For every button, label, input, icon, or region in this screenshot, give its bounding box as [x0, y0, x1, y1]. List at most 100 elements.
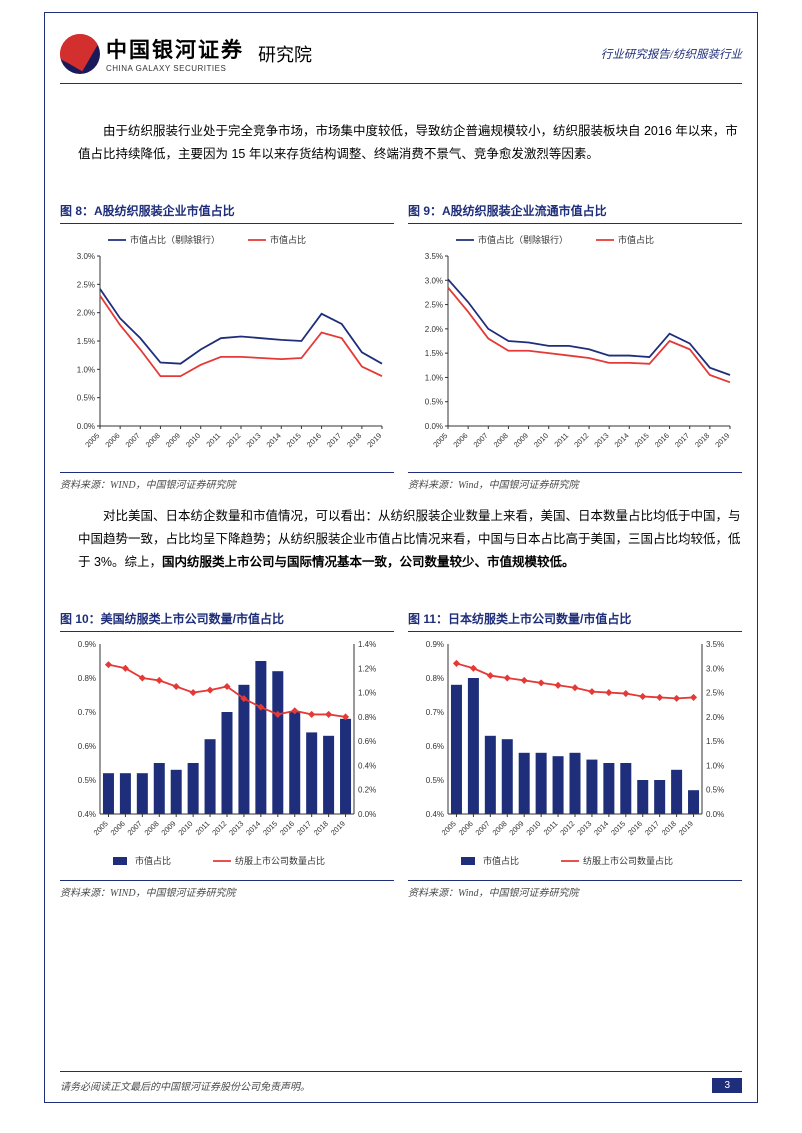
svg-text:1.0%: 1.0% — [77, 365, 95, 374]
svg-text:1.2%: 1.2% — [358, 664, 376, 673]
svg-text:0.5%: 0.5% — [706, 786, 724, 795]
svg-text:2016: 2016 — [278, 819, 296, 837]
svg-text:2.5%: 2.5% — [425, 301, 443, 310]
fig11-chart: 0.4%0.5%0.6%0.7%0.8%0.9%0.0%0.5%1.0%1.5%… — [408, 636, 742, 876]
fig10-source: 资料来源：WIND，中国银河证券研究院 — [60, 880, 394, 899]
fig9-title: 图 9：A股纺织服装企业流通市值占比 — [408, 202, 742, 224]
svg-text:2005: 2005 — [92, 819, 110, 837]
svg-text:2015: 2015 — [261, 819, 279, 837]
paragraph-2: 对比美国、日本纺企数量和市值情况，可以看出：从纺织服装企业数量上来看，美国、日本… — [78, 505, 742, 574]
svg-text:2011: 2011 — [552, 431, 570, 449]
svg-text:2.0%: 2.0% — [425, 325, 443, 334]
svg-text:0.7%: 0.7% — [78, 708, 96, 717]
svg-text:2007: 2007 — [124, 431, 142, 449]
svg-text:2019: 2019 — [677, 819, 695, 837]
svg-text:2013: 2013 — [575, 819, 593, 837]
svg-text:2014: 2014 — [244, 819, 262, 837]
svg-text:市值占比: 市值占比 — [618, 234, 654, 245]
svg-text:市值占比: 市值占比 — [135, 855, 171, 866]
svg-text:2015: 2015 — [609, 819, 627, 837]
svg-text:2.5%: 2.5% — [706, 689, 724, 698]
page-number: 3 — [712, 1078, 742, 1093]
svg-text:0.6%: 0.6% — [358, 737, 376, 746]
svg-text:市值占比（剔除银行）: 市值占比（剔除银行） — [130, 234, 220, 245]
logo-institute: 研究院 — [258, 41, 312, 67]
svg-text:1.0%: 1.0% — [706, 761, 724, 770]
svg-text:2009: 2009 — [512, 431, 530, 449]
svg-text:2007: 2007 — [126, 819, 144, 837]
svg-text:1.0%: 1.0% — [425, 373, 443, 382]
svg-text:0.6%: 0.6% — [426, 742, 444, 751]
paragraph-1: 由于纺织服装行业处于完全竞争市场，市场集中度较低，导致纺企普遍规模较小，纺织服装… — [78, 120, 742, 166]
svg-text:2006: 2006 — [109, 819, 127, 837]
svg-text:2.0%: 2.0% — [706, 713, 724, 722]
svg-text:0.8%: 0.8% — [426, 674, 444, 683]
fig8-source: 资料来源：WIND，中国银河证券研究院 — [60, 472, 394, 491]
svg-text:2012: 2012 — [224, 431, 242, 449]
svg-text:市值占比: 市值占比 — [483, 855, 519, 866]
svg-text:3.0%: 3.0% — [706, 664, 724, 673]
fig9-chart: 市值占比（剔除银行）市值占比0.0%0.5%1.0%1.5%2.0%2.5%3.… — [408, 228, 742, 468]
svg-text:2007: 2007 — [472, 431, 490, 449]
svg-text:2016: 2016 — [653, 431, 671, 449]
svg-text:2.5%: 2.5% — [77, 280, 95, 289]
svg-text:2009: 2009 — [159, 819, 177, 837]
breadcrumb: 行业研究报告/纺织服装行业 — [601, 46, 742, 62]
figure-11: 图 11：日本纺服类上市公司数量/市值占比 0.4%0.5%0.6%0.7%0.… — [408, 610, 742, 899]
svg-text:2009: 2009 — [164, 431, 182, 449]
svg-text:3.0%: 3.0% — [425, 276, 443, 285]
svg-text:2011: 2011 — [542, 819, 560, 837]
fig10-title: 图 10：美国纺服类上市公司数量/市值占比 — [60, 610, 394, 632]
svg-text:市值占比: 市值占比 — [270, 234, 306, 245]
svg-text:2005: 2005 — [440, 819, 458, 837]
footer-disclaimer: 请务必阅读正文最后的中国银河证券股份公司免责声明。 — [60, 1078, 310, 1093]
svg-text:2008: 2008 — [491, 819, 509, 837]
svg-text:2.0%: 2.0% — [77, 309, 95, 318]
svg-text:2015: 2015 — [633, 431, 651, 449]
svg-text:1.4%: 1.4% — [358, 640, 376, 649]
svg-text:3.5%: 3.5% — [706, 640, 724, 649]
company-logo: 中国银河证券 CHINA GALAXY SECURITIES 研究院 — [60, 34, 312, 74]
svg-text:2005: 2005 — [83, 431, 101, 449]
svg-text:2009: 2009 — [507, 819, 525, 837]
svg-text:3.0%: 3.0% — [77, 252, 95, 261]
svg-text:2019: 2019 — [365, 431, 383, 449]
svg-text:2010: 2010 — [184, 431, 202, 449]
svg-text:2014: 2014 — [592, 819, 610, 837]
fig11-title: 图 11：日本纺服类上市公司数量/市值占比 — [408, 610, 742, 632]
svg-text:0.0%: 0.0% — [358, 810, 376, 819]
figure-row-2: 图 10：美国纺服类上市公司数量/市值占比 0.4%0.5%0.6%0.7%0.… — [60, 610, 742, 899]
svg-text:0.2%: 0.2% — [358, 786, 376, 795]
svg-text:0.9%: 0.9% — [78, 640, 96, 649]
svg-text:2008: 2008 — [143, 819, 161, 837]
svg-text:纺服上市公司数量占比: 纺服上市公司数量占比 — [583, 855, 673, 866]
svg-text:2017: 2017 — [325, 431, 343, 449]
svg-text:0.8%: 0.8% — [78, 674, 96, 683]
svg-text:2015: 2015 — [285, 431, 303, 449]
svg-text:2017: 2017 — [295, 819, 313, 837]
svg-text:2016: 2016 — [626, 819, 644, 837]
svg-text:2007: 2007 — [474, 819, 492, 837]
svg-text:2006: 2006 — [451, 431, 469, 449]
figure-10: 图 10：美国纺服类上市公司数量/市值占比 0.4%0.5%0.6%0.7%0.… — [60, 610, 394, 899]
svg-text:纺服上市公司数量占比: 纺服上市公司数量占比 — [235, 855, 325, 866]
logo-text: 中国银河证券 CHINA GALAXY SECURITIES — [106, 34, 244, 73]
svg-text:2018: 2018 — [312, 819, 330, 837]
svg-text:2010: 2010 — [176, 819, 194, 837]
logo-company-en: CHINA GALAXY SECURITIES — [106, 64, 244, 73]
figure-9: 图 9：A股纺织服装企业流通市值占比 市值占比（剔除银行）市值占比0.0%0.5… — [408, 202, 742, 491]
svg-text:2014: 2014 — [265, 431, 283, 449]
svg-text:0.5%: 0.5% — [426, 776, 444, 785]
svg-text:2011: 2011 — [194, 819, 212, 837]
figure-8: 图 8：A股纺织服装企业市值占比 市值占比（剔除银行）市值占比0.0%0.5%1… — [60, 202, 394, 491]
svg-text:0.7%: 0.7% — [426, 708, 444, 717]
fig8-title: 图 8：A股纺织服装企业市值占比 — [60, 202, 394, 224]
svg-text:市值占比（剔除银行）: 市值占比（剔除银行） — [478, 234, 568, 245]
svg-text:2013: 2013 — [227, 819, 245, 837]
svg-text:1.5%: 1.5% — [425, 349, 443, 358]
svg-text:2013: 2013 — [592, 431, 610, 449]
svg-text:2017: 2017 — [673, 431, 691, 449]
svg-text:0.6%: 0.6% — [78, 742, 96, 751]
svg-text:2013: 2013 — [244, 431, 262, 449]
svg-text:2018: 2018 — [660, 819, 678, 837]
